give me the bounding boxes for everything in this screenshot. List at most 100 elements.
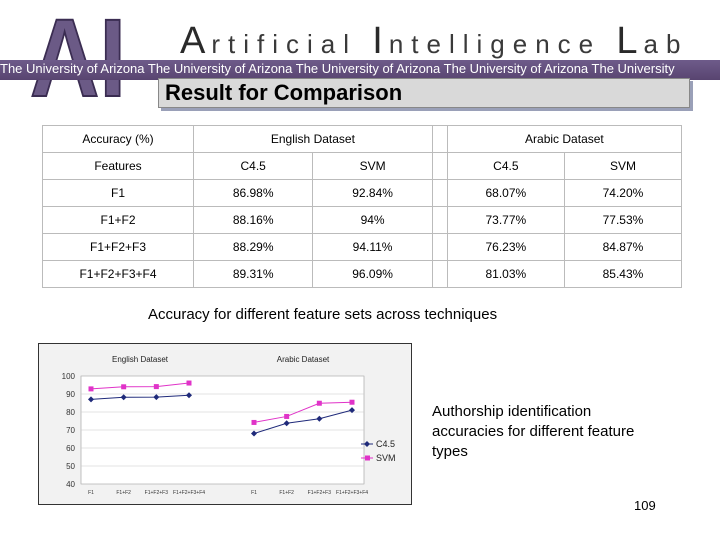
data-point: [153, 384, 159, 390]
y-tick-label: 40: [66, 480, 75, 489]
sub-header: C4.5: [192, 152, 314, 180]
side-note: Authorship identification accuracies for…: [432, 403, 635, 460]
table-header-row: Accuracy (%) English Dataset Arabic Data…: [42, 125, 683, 153]
table-subheader-row: Features C4.5 SVM C4.5 SVM: [42, 152, 683, 180]
table-row: F1+F2+F3 88.29% 94.11% 76.23% 84.87%: [42, 233, 683, 261]
data-point: [316, 415, 323, 422]
table-gap: [431, 233, 448, 261]
table-cell: 85.43%: [563, 260, 683, 288]
lab-name-a-cap: A: [180, 20, 212, 62]
y-tick-label: 70: [66, 426, 75, 435]
table-cell: 88.16%: [192, 206, 314, 234]
data-point: [283, 420, 290, 427]
x-tick-label: F1+F2+F3+F4: [336, 490, 368, 496]
legend-marker: [364, 441, 370, 447]
series-line: [253, 401, 353, 423]
group-header-arabic: Arabic Dataset: [446, 125, 683, 153]
row-feature: F1+F2+F3: [42, 233, 194, 261]
table-gap: [431, 125, 448, 153]
data-point: [121, 384, 127, 390]
group-label: Arabic Dataset: [277, 355, 330, 364]
row-feature: F1+F2: [42, 206, 194, 234]
table-cell: 88.29%: [192, 233, 314, 261]
chart-svg: 100 90 80 70 60 50 40 English Dataset Arabic Dat…: [62, 355, 396, 496]
legend-marker: [365, 455, 370, 461]
table-cell: 84.87%: [563, 233, 683, 261]
lab-name: Artificial Intelligence Lab: [180, 20, 688, 63]
data-point: [316, 400, 322, 406]
table-row: F1 86.98% 92.84% 68.07% 74.20%: [42, 179, 683, 207]
table-row: F1+F2+F3+F4 89.31% 96.09% 81.03% 85.43%: [42, 260, 683, 288]
table-cell: 96.09%: [312, 260, 433, 288]
data-point: [153, 394, 160, 401]
series-line: [90, 394, 190, 400]
data-point: [251, 430, 257, 437]
x-tick-label: F1+F2: [279, 490, 294, 496]
table-cell: 86.98%: [192, 179, 314, 207]
sub-header: C4.5: [446, 152, 565, 180]
legend-label: C4.5: [376, 439, 395, 449]
logo-text: AI: [30, 6, 126, 102]
x-tick-label: F1+F2+F3+F4: [173, 490, 205, 496]
y-tick-label: 60: [66, 444, 75, 453]
ai-logo: AI: [29, 6, 127, 102]
table-cell: 73.77%: [446, 206, 565, 234]
group-header-english: English Dataset: [193, 125, 433, 153]
lab-name-l-cap: L: [616, 20, 644, 62]
university-ribbon: The University of Arizona The University…: [0, 60, 720, 80]
data-point: [186, 380, 192, 386]
lab-name-l-rest: ab: [643, 29, 689, 59]
group-label: English Dataset: [112, 355, 169, 364]
lab-name-a-rest: rtificial: [211, 29, 373, 59]
table-cell: 89.31%: [192, 260, 314, 288]
table-cell: 76.23%: [446, 233, 565, 261]
data-point: [349, 399, 355, 405]
x-tick-label: F1: [88, 490, 94, 496]
accuracy-table: Accuracy (%) English Dataset Arabic Data…: [42, 125, 683, 288]
table-cell: 77.53%: [563, 206, 683, 234]
data-point: [284, 413, 290, 419]
table-cell: 68.07%: [446, 179, 565, 207]
row-feature: F1: [42, 179, 194, 207]
table-gap: [431, 260, 448, 288]
data-point: [120, 394, 127, 401]
data-point: [349, 407, 355, 414]
sub-header: SVM: [563, 152, 683, 180]
table-cell: 94%: [312, 206, 433, 234]
table-row: F1+F2 88.16% 94% 73.77% 77.53%: [42, 206, 683, 234]
series-line: [253, 409, 353, 434]
ribbon-text: The University of Arizona The University…: [0, 61, 675, 76]
data-point: [88, 386, 94, 392]
table-gap: [431, 152, 448, 180]
y-tick-label: 50: [66, 462, 75, 471]
x-tick-label: F1: [251, 490, 257, 496]
table-gap: [431, 206, 448, 234]
table-cell: 94.11%: [312, 233, 433, 261]
table-cell: 81.03%: [446, 260, 565, 288]
y-tick-label: 80: [66, 408, 75, 417]
y-tick-label: 100: [62, 372, 76, 381]
slide-title-box: Result for Comparison: [158, 78, 690, 108]
data-point: [186, 392, 192, 399]
sub-header: SVM: [312, 152, 433, 180]
table-corner: Accuracy (%): [42, 125, 194, 153]
x-tick-label: F1+F2+F3: [308, 490, 332, 496]
features-label: Features: [42, 152, 194, 180]
slide-title: Result for Comparison: [165, 80, 403, 105]
series-line: [90, 382, 190, 390]
accuracy-chart: 100 90 80 70 60 50 40 English Dataset Arabic Dat…: [38, 343, 412, 505]
table-gap: [431, 179, 448, 207]
legend-label: SVM: [376, 453, 396, 463]
table-caption: Accuracy for different feature sets acro…: [148, 306, 498, 323]
page-number: 109: [634, 498, 656, 513]
lab-name-i-cap: I: [372, 20, 389, 62]
x-tick-label: F1+F2+F3: [145, 490, 169, 496]
lab-name-i-rest: ntelligence: [388, 29, 617, 59]
x-tick-label: F1+F2: [116, 490, 131, 496]
table-cell: 92.84%: [312, 179, 433, 207]
data-point: [251, 419, 257, 425]
table-cell: 74.20%: [563, 179, 683, 207]
y-tick-label: 90: [66, 390, 75, 399]
data-point: [88, 396, 94, 403]
row-feature: F1+F2+F3+F4: [42, 260, 194, 288]
